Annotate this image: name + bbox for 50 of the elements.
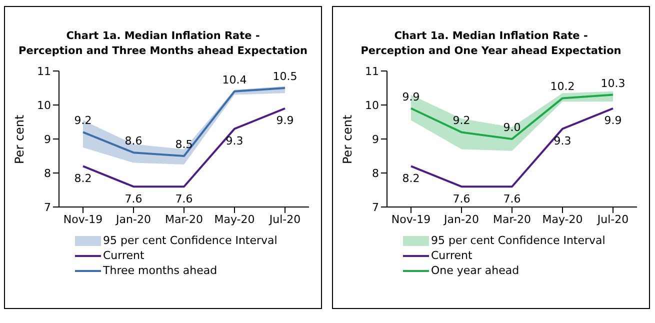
- x-tick-label: Nov-19: [63, 212, 103, 226]
- data-label: 10.3: [600, 76, 626, 90]
- y-tick-label: 7: [372, 200, 379, 214]
- data-label: 9.9: [402, 90, 420, 104]
- y-tick-label: 9: [44, 132, 51, 146]
- y-axis-title: Per cent: [340, 114, 354, 164]
- x-tick-label: Mar-20: [492, 212, 532, 226]
- y-tick-label: 8: [44, 166, 51, 180]
- data-label: 10.4: [222, 73, 247, 86]
- x-tick-label: Jan-20: [443, 212, 479, 226]
- data-label: 10.5: [272, 70, 298, 83]
- y-axis-title: Per cent: [12, 114, 26, 164]
- x-tick-label: May-20: [542, 212, 583, 226]
- legend-label: Current: [103, 249, 144, 262]
- y-tick-label: 11: [365, 64, 379, 78]
- data-label: 9.2: [452, 114, 470, 128]
- y-tick-label: 9: [372, 132, 379, 146]
- data-label: 9.3: [554, 134, 572, 148]
- legend-label: Current: [431, 249, 472, 262]
- y-tick-label: 10: [365, 98, 379, 112]
- data-label: 10.2: [550, 80, 575, 94]
- data-label: 7.6: [503, 192, 521, 206]
- data-label: 7.6: [452, 192, 470, 206]
- data-label: 9.9: [276, 114, 294, 128]
- data-label: 8.6: [124, 134, 142, 148]
- data-label: 7.6: [124, 192, 142, 206]
- data-label: 8.2: [74, 172, 92, 186]
- y-tick-label: 11: [37, 64, 51, 78]
- text: 95 per cent Confidence Interval: [431, 234, 606, 247]
- x-tick-label: Jul-20: [596, 212, 629, 226]
- y-tick-label: 10: [37, 98, 51, 112]
- text: 95 per cent Confidence Interval: [103, 234, 278, 247]
- data-label: 9.3: [226, 134, 244, 148]
- data-label: 7.6: [175, 192, 193, 206]
- legend-label: One year ahead: [431, 264, 520, 277]
- chart-title: Chart 1a. Median Inflation Rate - Perception and One Year ahead Expectation: [360, 29, 622, 59]
- x-tick-label: Jul-20: [268, 212, 301, 226]
- chart-title: Chart 1a. Median Inflation Rate - Perception and Three Months ahead Expectation: [18, 29, 308, 59]
- x-tick-label: Nov-19: [391, 212, 431, 226]
- data-label: 9.2: [74, 114, 92, 128]
- legend-label: Three months ahead: [103, 264, 218, 277]
- y-tick-label: 7: [44, 200, 51, 214]
- x-tick-label: May-20: [214, 212, 255, 226]
- data-label: 9.9: [604, 114, 622, 128]
- data-label: 8.2: [402, 172, 420, 186]
- x-tick-label: Jan-20: [115, 212, 151, 226]
- data-label: 9.0: [503, 121, 521, 134]
- y-tick-label: 8: [372, 166, 379, 180]
- data-label: 8.5: [175, 138, 193, 151]
- x-tick-label: Mar-20: [164, 212, 204, 226]
